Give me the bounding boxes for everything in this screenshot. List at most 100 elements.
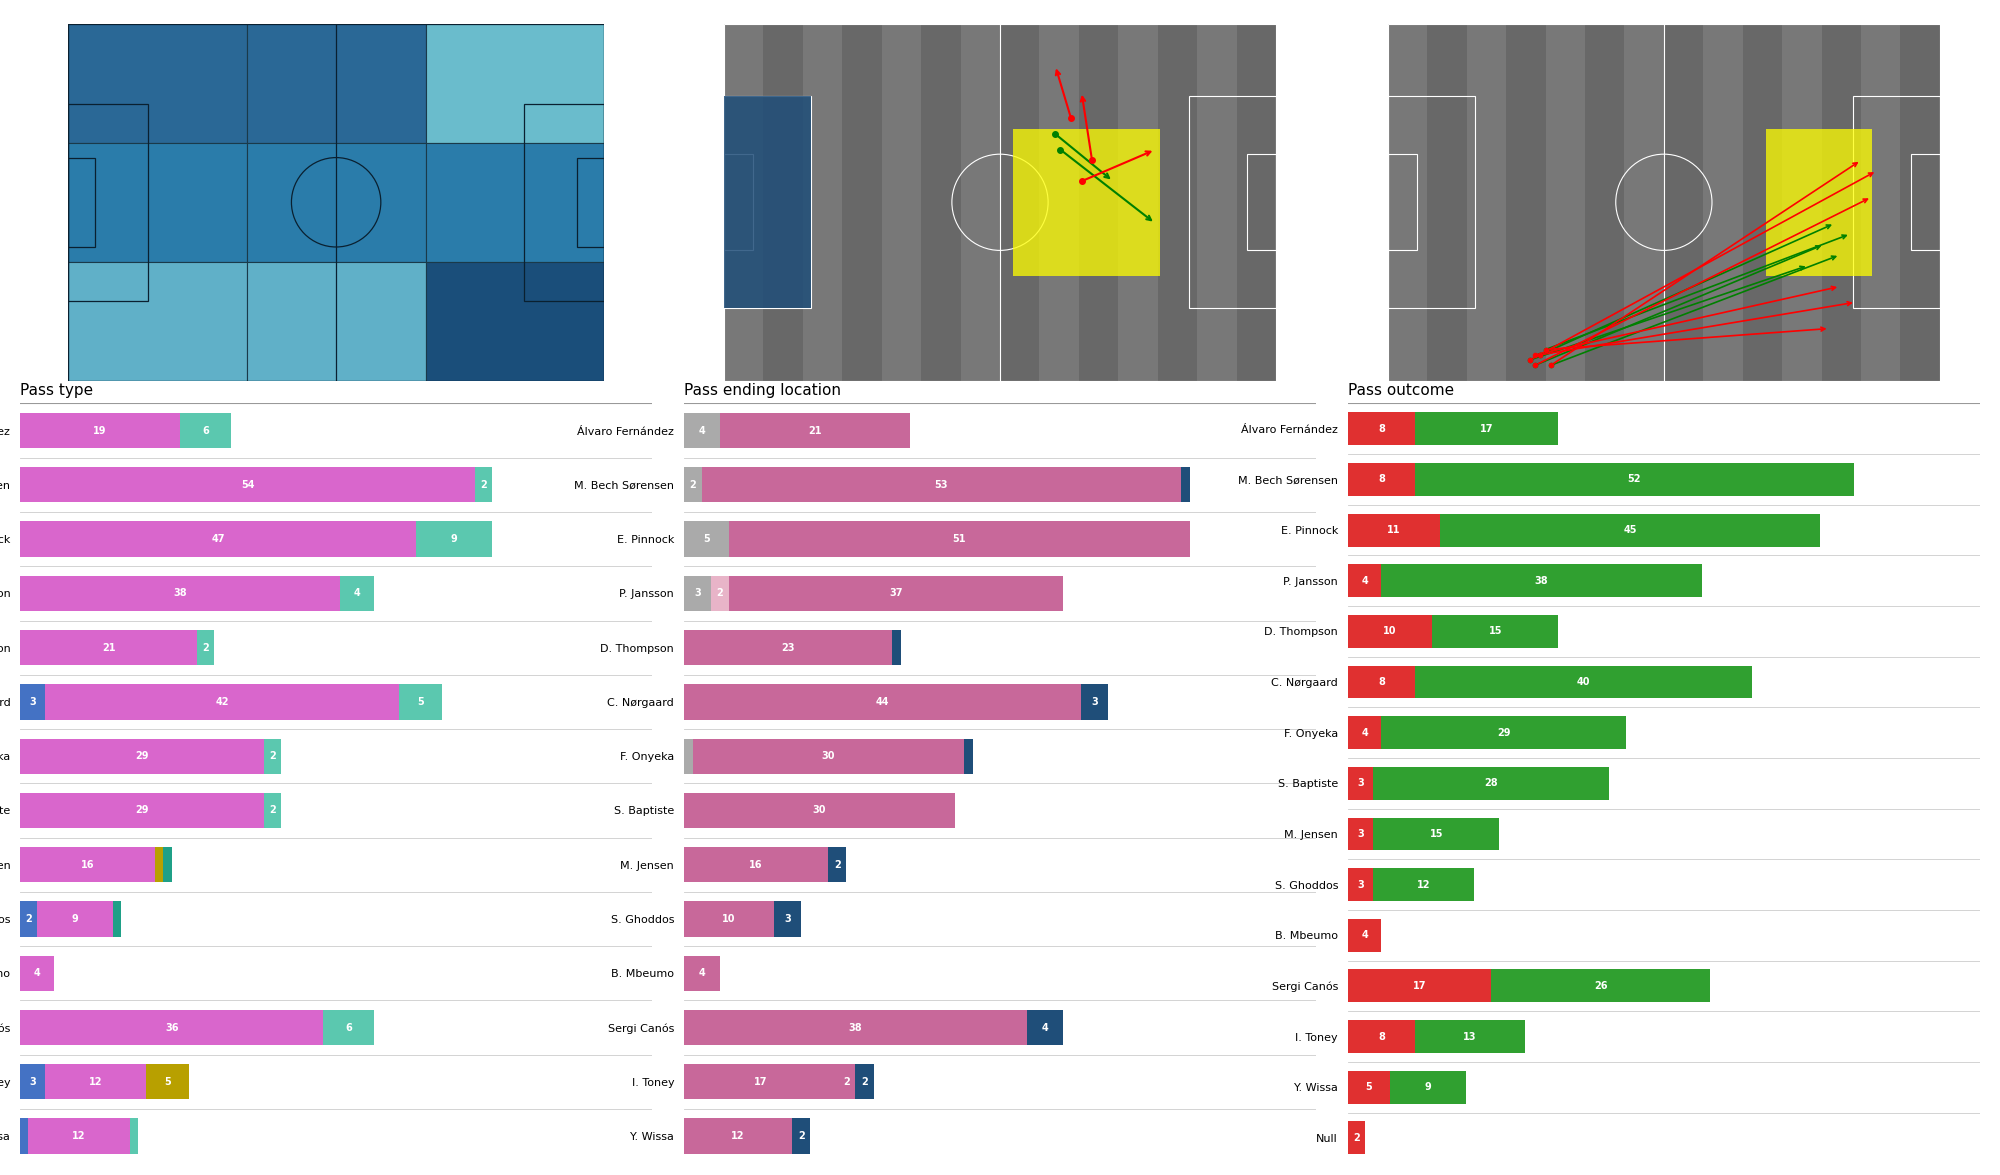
Bar [1248, 154, 1276, 250]
Text: 6: 6 [202, 425, 208, 436]
Bar [1432, 615, 1558, 647]
Bar [1428, 24, 1466, 381]
Bar [146, 1065, 188, 1100]
Bar [1854, 96, 1940, 308]
Text: 2: 2 [690, 479, 696, 490]
Bar [264, 793, 282, 828]
Bar [20, 793, 264, 828]
Bar [1374, 868, 1474, 901]
Bar [692, 739, 964, 774]
Bar [1492, 969, 1710, 1002]
Text: Pass ending location: Pass ending location [684, 383, 840, 398]
Bar [684, 739, 692, 774]
Bar [724, 96, 810, 308]
Text: 3: 3 [784, 914, 792, 924]
Bar [1546, 24, 1584, 381]
Text: 8: 8 [1378, 677, 1384, 687]
Bar [1348, 513, 1440, 546]
Bar [684, 522, 730, 557]
Bar [1822, 24, 1862, 381]
Text: 54: 54 [240, 479, 254, 490]
Bar [792, 1119, 810, 1154]
Text: 2: 2 [26, 914, 32, 924]
Bar [20, 901, 36, 936]
Bar [20, 739, 264, 774]
Text: 42: 42 [216, 697, 230, 707]
Bar [1382, 717, 1626, 750]
Bar [1000, 24, 1040, 381]
Text: 44: 44 [876, 697, 890, 707]
Text: 28: 28 [1484, 778, 1498, 788]
Text: 8: 8 [1378, 424, 1384, 434]
Text: 29: 29 [136, 806, 148, 815]
Bar [684, 468, 702, 503]
Text: 3: 3 [1358, 880, 1364, 889]
Text: 45: 45 [1624, 525, 1636, 535]
Text: 5: 5 [1366, 1082, 1372, 1093]
Bar [1014, 129, 1160, 276]
Text: 4: 4 [1362, 576, 1368, 585]
Bar [1158, 24, 1198, 381]
Bar [578, 157, 604, 247]
Bar [1082, 684, 1108, 719]
Bar [1348, 1020, 1416, 1053]
Bar [684, 1010, 1028, 1046]
Text: 12: 12 [1416, 880, 1430, 889]
Bar [1348, 717, 1382, 750]
Bar [400, 684, 442, 719]
Bar [922, 24, 960, 381]
Text: 2: 2 [202, 643, 208, 652]
Circle shape [632, 0, 672, 7]
Text: 13: 13 [1464, 1032, 1476, 1041]
Bar [20, 630, 198, 665]
Bar [684, 793, 954, 828]
Text: 12: 12 [90, 1076, 102, 1087]
Text: 23: 23 [780, 643, 794, 652]
Bar [964, 739, 972, 774]
Bar [684, 684, 1082, 719]
Bar [1416, 665, 1752, 698]
Bar [702, 468, 1180, 503]
Text: 2: 2 [716, 589, 724, 598]
Text: 4: 4 [1362, 727, 1368, 738]
Bar [1466, 24, 1506, 381]
Bar [130, 1119, 138, 1154]
Bar [20, 576, 340, 611]
Text: 10: 10 [1384, 626, 1396, 637]
Bar [36, 901, 112, 936]
Bar [802, 24, 842, 381]
Text: 12: 12 [732, 1132, 744, 1141]
Bar [684, 576, 710, 611]
Bar [1374, 818, 1500, 851]
Bar [1190, 96, 1276, 308]
Bar [1416, 412, 1558, 445]
Text: Pass outcome: Pass outcome [1348, 383, 1454, 398]
Bar [1440, 513, 1820, 546]
Bar [1900, 24, 1940, 381]
Bar [324, 1010, 374, 1046]
Bar [1416, 1020, 1524, 1053]
Bar [1390, 1070, 1466, 1103]
Bar [1348, 919, 1382, 952]
Bar [1912, 154, 1940, 250]
Text: 15: 15 [1488, 626, 1502, 637]
Text: 2: 2 [798, 1132, 804, 1141]
Text: 19: 19 [94, 425, 106, 436]
Bar [264, 739, 282, 774]
Text: 4: 4 [698, 425, 706, 436]
Text: 52: 52 [1628, 475, 1642, 484]
Text: 2: 2 [480, 479, 488, 490]
Bar [20, 522, 416, 557]
Bar [1348, 1121, 1364, 1154]
Text: 17: 17 [754, 1076, 768, 1087]
Text: 4: 4 [698, 968, 706, 979]
Bar [20, 1119, 28, 1154]
Bar [856, 1065, 874, 1100]
Bar [1348, 1070, 1390, 1103]
Text: 4: 4 [1362, 931, 1368, 940]
Text: 17: 17 [1480, 424, 1494, 434]
Text: 3: 3 [30, 1076, 36, 1087]
Bar [68, 24, 246, 142]
Bar [1078, 24, 1118, 381]
Circle shape [1296, 0, 1336, 7]
